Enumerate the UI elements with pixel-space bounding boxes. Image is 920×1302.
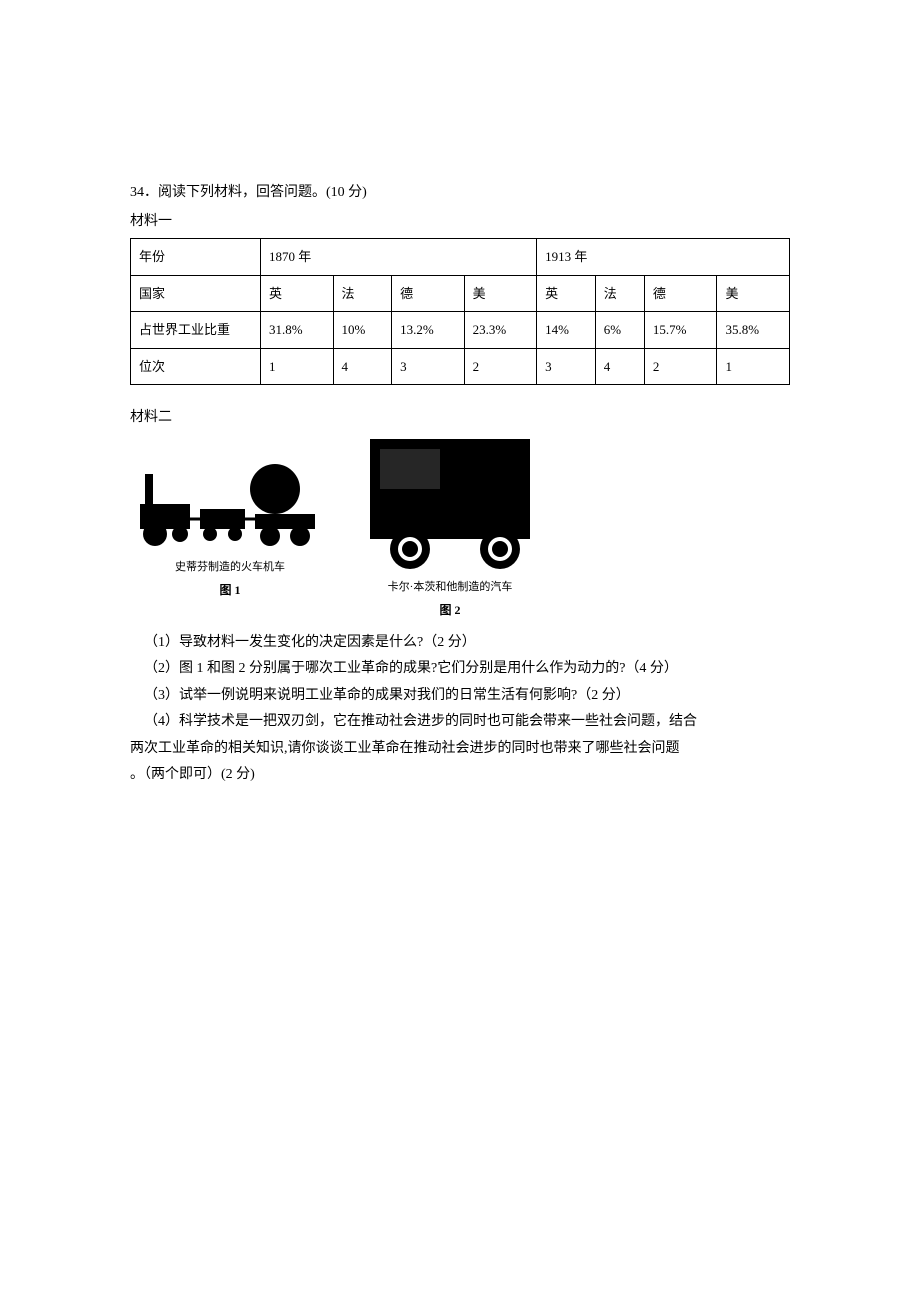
- cell: 23.3%: [464, 312, 537, 348]
- cell: 31.8%: [261, 312, 334, 348]
- material2-label: 材料二: [130, 405, 790, 430]
- question-2: （2）图 1 和图 2 分别属于哪次工业革命的成果?它们分别是用什么作为动力的?…: [130, 656, 790, 683]
- table-row: 占世界工业比重 31.8% 10% 13.2% 23.3% 14% 6% 15.…: [131, 312, 790, 348]
- cell: 法: [595, 275, 644, 311]
- cell: 3: [537, 348, 596, 384]
- image2-block: 卡尔·本茨和他制造的汽车 图 2: [350, 434, 550, 621]
- question-4-line1: （4）科学技术是一把双刃剑，它在推动社会进步的同时也可能会带来一些社会问题，结合: [130, 709, 790, 736]
- image1-block: 史蒂芬制造的火车机车 图 1: [130, 434, 330, 621]
- image1-caption: 史蒂芬制造的火车机车: [175, 558, 285, 578]
- cell: 6%: [595, 312, 644, 348]
- row-label: 国家: [131, 275, 261, 311]
- image2-label: 图 2: [439, 600, 460, 622]
- cell: 3: [392, 348, 465, 384]
- cell: 2: [464, 348, 537, 384]
- cell: 法: [333, 275, 392, 311]
- car-icon: [350, 434, 550, 574]
- cell: 4: [333, 348, 392, 384]
- image1-label: 图 1: [219, 580, 240, 602]
- question-3: （3）试举一例说明来说明工业革命的成果对我们的日常生活有何影响?（2 分）: [130, 683, 790, 710]
- cell: 4: [595, 348, 644, 384]
- image2-caption: 卡尔·本茨和他制造的汽车: [388, 578, 513, 598]
- questions-block: （1）导致材料一发生变化的决定因素是什么?（2 分） （2）图 1 和图 2 分…: [130, 630, 790, 790]
- table-row: 位次 1 4 3 2 3 4 2 1: [131, 348, 790, 384]
- row-label: 年份: [131, 239, 261, 275]
- material1-label: 材料一: [130, 209, 790, 234]
- row-label: 占世界工业比重: [131, 312, 261, 348]
- cell: 美: [717, 275, 790, 311]
- question-title: 34．阅读下列材料，回答问题。(10 分): [130, 180, 790, 205]
- train-icon: [130, 434, 330, 554]
- data-table: 年份 1870 年 1913 年 国家 英 法 德 美 英 法 德 美 占世界工…: [130, 238, 790, 385]
- images-row: 史蒂芬制造的火车机车 图 1 卡尔·本茨和他制造的汽车 图 2: [130, 434, 790, 621]
- cell: 英: [537, 275, 596, 311]
- table-row: 年份 1870 年 1913 年: [131, 239, 790, 275]
- question-4-line2: 两次工业革命的相关知识,请你谈谈工业革命在推动社会进步的同时也带来了哪些社会问题: [130, 736, 790, 763]
- year-1913: 1913 年: [537, 239, 790, 275]
- cell: 35.8%: [717, 312, 790, 348]
- table-row: 国家 英 法 德 美 英 法 德 美: [131, 275, 790, 311]
- cell: 13.2%: [392, 312, 465, 348]
- row-label: 位次: [131, 348, 261, 384]
- cell: 2: [644, 348, 717, 384]
- cell: 美: [464, 275, 537, 311]
- cell: 15.7%: [644, 312, 717, 348]
- cell: 10%: [333, 312, 392, 348]
- cell: 14%: [537, 312, 596, 348]
- cell: 1: [261, 348, 334, 384]
- cell: 德: [392, 275, 465, 311]
- cell: 英: [261, 275, 334, 311]
- cell: 德: [644, 275, 717, 311]
- cell: 1: [717, 348, 790, 384]
- question-1: （1）导致材料一发生变化的决定因素是什么?（2 分）: [130, 630, 790, 657]
- question-4-line3: 。（两个即可）(2 分): [130, 762, 790, 789]
- year-1870: 1870 年: [261, 239, 537, 275]
